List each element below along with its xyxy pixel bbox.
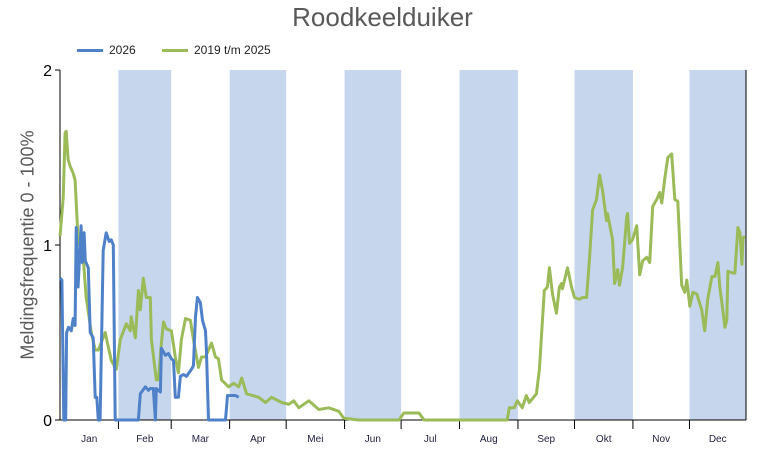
x-tick-label: Jan xyxy=(81,434,97,445)
month-band-aug xyxy=(459,70,518,420)
x-tick-label: Jul xyxy=(424,434,437,445)
x-tick-label: Dec xyxy=(709,434,727,445)
y-tick-label: 2 xyxy=(43,63,52,80)
x-tick-label: Mei xyxy=(307,434,323,445)
x-tick-label: Mar xyxy=(192,434,210,445)
legend-item-2019-2025: 2019 t/m 2025 xyxy=(162,43,271,57)
month-band-apr xyxy=(229,70,287,420)
chart-title: Roodkeelduiker xyxy=(292,2,473,32)
x-tick-label: Nov xyxy=(652,434,670,445)
legend-label-2019-2025: 2019 t/m 2025 xyxy=(194,43,271,57)
y-tick-label: 0 xyxy=(43,413,52,430)
x-tick-label: Aug xyxy=(480,434,498,445)
x-tick-label: Apr xyxy=(250,434,266,445)
legend-label-2026: 2026 xyxy=(109,43,136,57)
x-tick-label: Okt xyxy=(596,434,612,445)
legend-item-2026: 2026 xyxy=(77,43,136,57)
legend-swatch-2026 xyxy=(77,48,103,52)
y-tick-label: 1 xyxy=(43,238,52,255)
month-band-jun xyxy=(344,70,402,420)
x-tick-label: Feb xyxy=(136,434,154,445)
x-tick-label: Jun xyxy=(365,434,381,445)
series-line-2019-t-m-2025 xyxy=(58,129,746,422)
series-line-2026 xyxy=(58,224,240,422)
legend-swatch-2019-2025 xyxy=(162,48,188,52)
month-band-feb xyxy=(118,70,172,420)
x-tick-label: Sep xyxy=(537,434,555,445)
